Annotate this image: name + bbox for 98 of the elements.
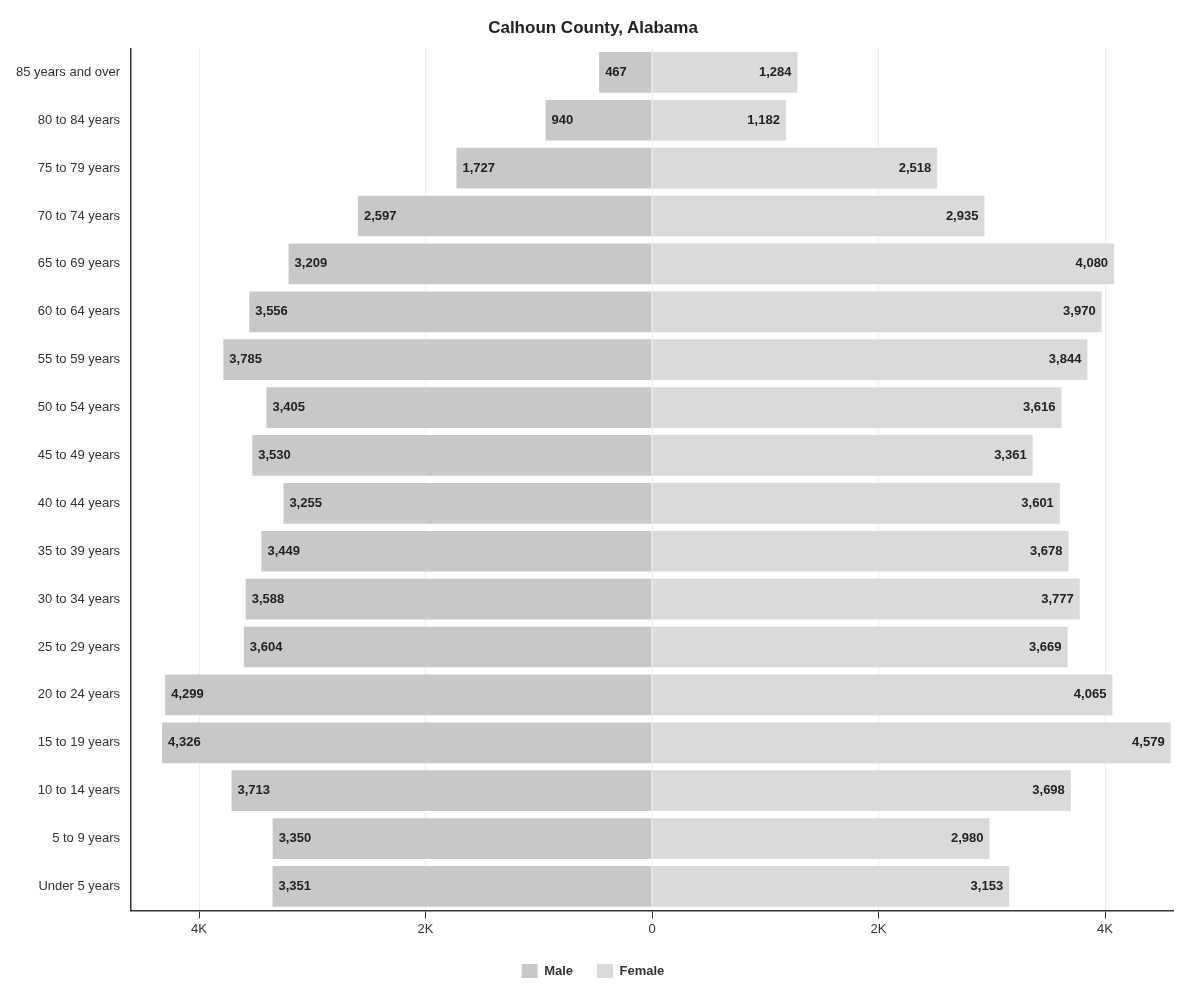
data-label: 3,530 [258,447,291,463]
y-tick-label: 35 to 39 years [37,542,121,558]
data-label: 467 [605,63,627,79]
data-label: 3,604 [249,638,284,654]
y-tick-label: 25 to 29 years [37,638,121,654]
bar [283,482,652,524]
x-tick-label: 4K [191,920,208,936]
bar [243,626,652,668]
x-tick-label: 0 [648,920,656,936]
y-tick-label: 5 to 9 years [52,830,121,846]
bar [456,147,652,189]
bar [652,195,985,237]
bar [272,866,652,907]
data-label: 2,597 [363,207,397,223]
bar [266,387,652,428]
y-tick-label: 85 years and over [15,63,121,79]
y-tick-label: 30 to 34 years [37,590,121,606]
x-tick-label: 4K [1097,920,1114,936]
bar [272,818,652,859]
bar [652,626,1068,668]
bar [652,147,938,189]
data-label: 2,518 [898,159,932,175]
chart-title: Calhoun County, Alabama [488,17,699,37]
bar [652,866,1010,907]
bar [652,51,798,93]
data-label: 4,080 [1075,255,1109,271]
bar [652,435,1033,476]
y-tick-label: 15 to 19 years [37,734,121,750]
data-label: 3,678 [1030,542,1063,558]
y-tick-label: Under 5 years [38,878,121,894]
data-label: 3,669 [1029,638,1062,654]
bar [231,770,652,812]
data-label: 3,405 [272,399,305,415]
data-label: 3,361 [994,447,1027,463]
data-label: 1,284 [758,63,793,79]
data-label: 4,299 [171,686,204,702]
y-tick-label: 50 to 54 years [37,399,121,415]
data-label: 2,980 [950,830,984,846]
bar [357,195,652,237]
bar [165,674,652,716]
bar [652,530,1069,572]
data-label: 4,065 [1073,686,1107,702]
data-label: 3,616 [1023,399,1056,415]
data-label: 3,698 [1032,782,1065,798]
data-label: 3,209 [294,255,328,271]
y-tick-label: 55 to 59 years [37,351,121,367]
y-tick-label: 75 to 79 years [37,159,121,175]
bar [652,387,1062,428]
data-label: 3,844 [1048,351,1083,367]
bar [545,99,652,141]
bar [652,722,1171,764]
bar [261,530,652,572]
data-label: 3,449 [267,542,300,558]
bar [249,291,652,333]
data-label: 3,255 [289,494,322,510]
bar [162,722,652,764]
y-tick-label: 45 to 49 years [37,447,121,463]
data-label: 3,588 [251,590,285,606]
data-label: 3,556 [255,303,288,319]
bar [652,674,1113,716]
data-label: 3,350 [278,830,312,846]
data-label: 3,601 [1021,494,1054,510]
bar [245,578,652,620]
y-tick-label: 40 to 44 years [37,494,121,510]
data-label: 3,713 [237,782,271,798]
y-tick-label: 65 to 69 years [37,255,121,271]
data-label: 2,935 [945,207,979,223]
y-tick-label: 70 to 74 years [37,207,121,223]
bar [652,99,786,141]
bar [599,51,652,93]
bar [652,770,1071,812]
data-label: 3,351 [278,878,312,894]
bar [223,339,652,381]
data-label: 3,153 [970,878,1004,894]
data-label: 1,727 [462,159,495,175]
data-label: 4,326 [168,734,201,750]
bar [252,435,652,476]
x-tick-label: 2K [417,920,434,936]
bar [652,578,1080,620]
data-label: 4,579 [1132,734,1165,750]
legend-label: Male [544,962,574,978]
bar [652,291,1102,333]
bar [288,243,652,285]
y-tick-label: 20 to 24 years [37,686,121,702]
data-label: 3,970 [1063,303,1096,319]
x-tick-label: 2K [870,920,887,936]
bar [652,818,990,859]
y-tick-label: 60 to 64 years [37,303,121,319]
legend-label: Female [619,962,665,978]
y-tick-label: 10 to 14 years [37,782,121,798]
y-tick-label: 80 to 84 years [37,111,121,127]
data-label: 1,182 [747,111,780,127]
data-label: 3,777 [1041,590,1074,606]
bar [652,339,1088,381]
bar [652,243,1115,285]
data-label: 3,785 [229,351,262,367]
data-label: 940 [551,111,574,127]
bar [652,482,1060,524]
